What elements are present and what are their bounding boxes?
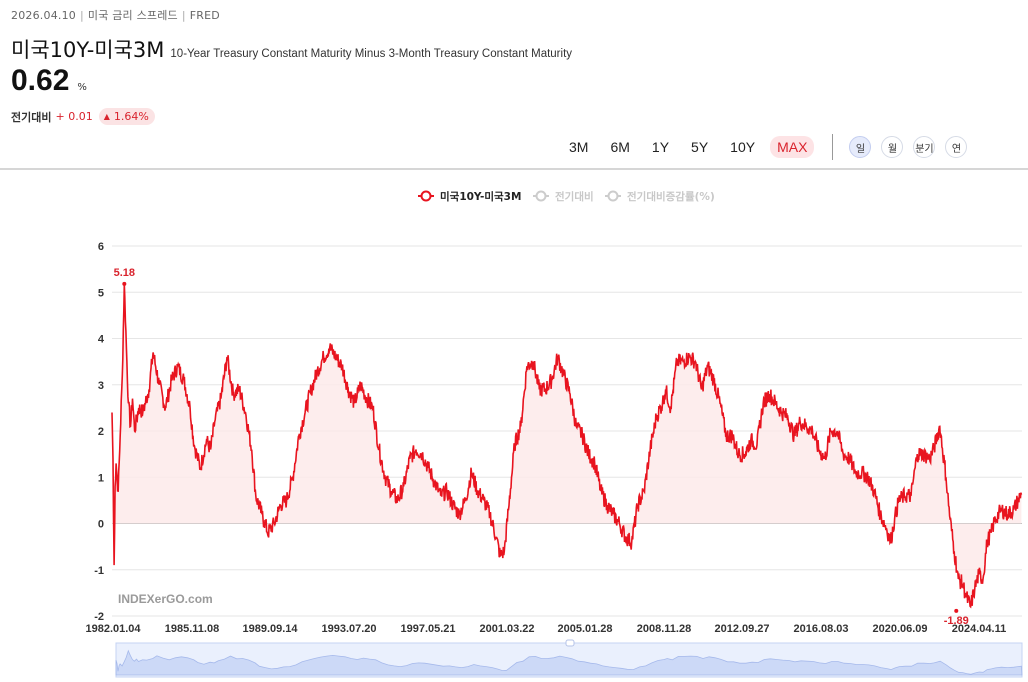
range-navigator[interactable] [115, 639, 1023, 678]
range-button-6m[interactable]: 6M [610, 139, 630, 155]
range-button-3m[interactable]: 3M [569, 139, 589, 155]
y-tick-label: 6 [98, 241, 104, 253]
x-tick-label: 2008.11.28 [637, 623, 691, 635]
change-value: + 0.01 [55, 110, 93, 123]
x-axis-ticks: 1982.01.04 1985.11.08 1989.09.14 1993.07.20… [85, 623, 1006, 635]
breadcrumb-separator: | [79, 9, 84, 22]
x-tick-label: 1997.05.21 [400, 623, 455, 635]
range-button-1y[interactable]: 1Y [651, 139, 670, 155]
page-subtitle: 10-Year Treasury Constant Maturity Minus… [170, 48, 573, 60]
legend-marker [607, 190, 619, 202]
current-value: 0.62 % [11, 64, 87, 98]
breadcrumb: 2026.04.10 | 미국 금리 스프레드 | FRED [11, 7, 220, 23]
y-tick-label: 3 [98, 380, 104, 392]
freq-button-monthly[interactable]: 월 [881, 136, 904, 158]
x-tick-label: 1985.11.08 [165, 623, 219, 635]
legend-marker [535, 190, 547, 202]
legend-label: 전기대비 [555, 190, 594, 203]
range-button-max[interactable]: MAX [770, 136, 815, 158]
x-tick-label: 2001.03.22 [479, 623, 534, 635]
toolbar-divider [832, 134, 834, 160]
title-row: 미국10Y-미국3M 10-Year Treasury Constant Mat… [11, 34, 572, 64]
watermark: INDEXerGO.com [118, 592, 213, 606]
value-unit: % [77, 82, 87, 93]
y-tick-label: 0 [98, 519, 104, 531]
y-tick-label: 4 [98, 334, 105, 346]
category-label: 미국 금리 스프레드 [87, 9, 178, 22]
range-toolbar: 3M 6M 1Y 5Y 10Y MAX 일 월 분기 연 [562, 134, 977, 160]
x-tick-label: 2005.01.28 [557, 623, 612, 635]
chart-legend: 미국10Y-미국3M 전기대비 전기대비증감률(%) [418, 190, 715, 203]
legend-label: 미국10Y-미국3M [440, 190, 521, 203]
y-tick-label: -2 [94, 611, 104, 623]
page-title: 미국10Y-미국3M [11, 38, 165, 62]
change-percent: 1.64% [113, 110, 149, 123]
y-tick-label: -1 [94, 565, 104, 577]
x-tick-label: 1989.09.14 [242, 623, 298, 635]
navigator-handle [565, 639, 575, 647]
series-line [111, 283, 1023, 609]
series-area [112, 283, 1022, 607]
range-button-10y[interactable]: 10Y [730, 139, 756, 155]
navigator-series [115, 649, 1023, 676]
freq-button-yearly[interactable]: 연 [945, 136, 968, 158]
min-label: -1.89 [944, 615, 969, 627]
change-label: 전기대비 [11, 110, 52, 124]
value-number: 0.62 [11, 64, 70, 97]
y-axis-ticks: -2 -1 0 1 2 3 4 5 6 [94, 241, 105, 623]
legend-item: 전기대비 [533, 190, 594, 203]
legend-label: 전기대비증감률(%) [627, 190, 715, 203]
freq-button-daily[interactable]: 일 [849, 136, 872, 158]
line-chart: 미국10Y-미국3M 전기대비 전기대비증감률(%) -2 -1 0 1 2 3 4 5 6 5.1… [85, 190, 1023, 678]
triangle-up-icon: ▲ [103, 112, 110, 121]
chart-container: 미국10Y-미국3M 전기대비 전기대비증감률(%) -2 -1 0 1 2 3 4 5 6 5.1… [0, 170, 1028, 682]
x-tick-label: 1993.07.20 [321, 623, 376, 635]
y-tick-label: 1 [98, 472, 104, 484]
min-point [954, 608, 959, 613]
freq-button-quarterly[interactable]: 분기 [913, 136, 936, 158]
legend-item: 전기대비증감률(%) [605, 190, 715, 203]
legend-item: 미국10Y-미국3M [418, 190, 521, 203]
update-date: 2026.04.10 [11, 9, 76, 22]
legend-marker [420, 190, 432, 202]
x-tick-label: 1982.01.04 [85, 623, 141, 635]
header-divider [0, 168, 1028, 170]
source-label: FRED [189, 9, 220, 22]
y-tick-label: 5 [98, 287, 104, 299]
max-label: 5.18 [114, 267, 135, 279]
change-percent-badge: ▲ 1.64% [98, 108, 155, 125]
x-tick-label: 2020.06.09 [872, 623, 927, 635]
x-tick-label: 2012.09.27 [714, 623, 769, 635]
range-button-5y[interactable]: 5Y [691, 139, 709, 155]
y-tick-label: 2 [98, 426, 104, 438]
x-tick-label: 2016.08.03 [793, 623, 848, 635]
x-tick-label: 2024.04.11 [952, 623, 1006, 635]
extreme-annotations: 5.18 -1.89 [114, 267, 969, 627]
max-point [122, 281, 127, 286]
breadcrumb-separator: | [181, 9, 186, 22]
change-row: 전기대비 + 0.01 ▲ 1.64% [11, 108, 155, 125]
